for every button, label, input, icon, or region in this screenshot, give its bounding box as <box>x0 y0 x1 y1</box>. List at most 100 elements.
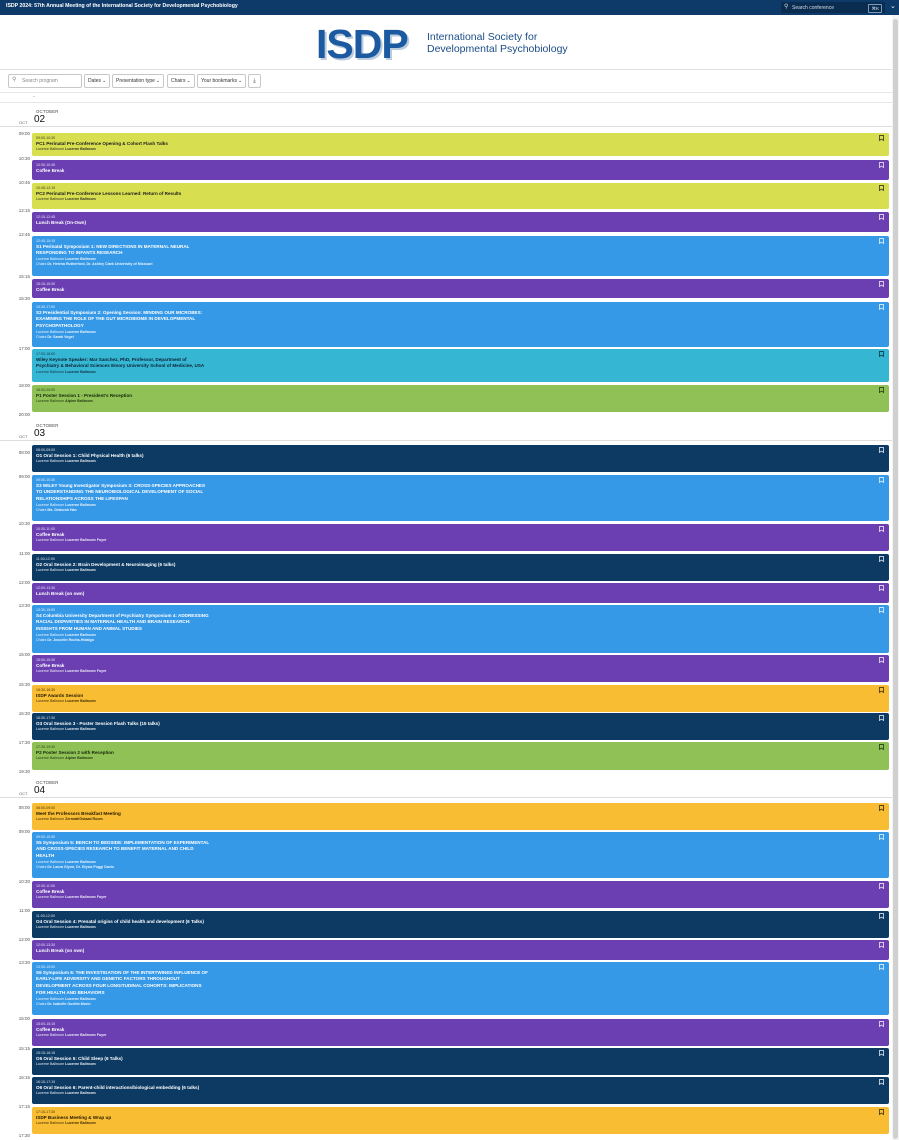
session-title[interactable]: S3 WILEY Young Investigator Symposium 3:… <box>36 482 206 502</box>
session-title[interactable]: P1 Poster Session 1 - President's Recept… <box>36 392 133 398</box>
session-card[interactable]: 10:45-12:15 PC2 Perinatal Pre-Conference … <box>32 183 889 209</box>
bookmark-icon[interactable] <box>879 556 884 562</box>
session-title[interactable]: PC2 Perinatal Pre-Conference Lessons Lea… <box>36 190 182 196</box>
session-card[interactable]: 09:00-10:30 S3 WILEY Young Investigator S… <box>32 475 889 521</box>
bookmark-icon[interactable] <box>879 351 884 357</box>
session-title[interactable]: Coffee Break <box>36 286 65 292</box>
session-card[interactable]: 13:30-15:00 S6 Symposium 6: THE INVESTIGA… <box>32 962 889 1015</box>
session-card[interactable]: 12:00-13:30 Lunch Break (on own) <box>32 583 889 603</box>
bookmark-icon[interactable] <box>879 447 884 453</box>
session-card[interactable]: 15:30-16:30 ISDP Awards Session Lucerne Ba… <box>32 685 889 712</box>
bookmark-icon[interactable] <box>879 185 884 191</box>
session-card[interactable]: 15:00-15:15 Coffee Break Lucerne Ballroom … <box>32 1019 889 1046</box>
session-card[interactable]: 13:30-15:00 S4 Columbia University Depart… <box>32 605 889 653</box>
session-title[interactable]: O5 Oral Session 5: Child Sleep (6 Talks) <box>36 1055 123 1061</box>
session-title[interactable]: Coffee Break <box>36 1026 65 1032</box>
session-title[interactable]: O6 Oral Session 6: Parent-child interact… <box>36 1084 200 1090</box>
bookmark-icon[interactable] <box>879 1050 884 1056</box>
bookmark-icon[interactable] <box>879 913 884 919</box>
session-title[interactable]: Lunch Break (on own) <box>36 947 85 953</box>
session-card[interactable]: 10:30-10:45 Coffee Break <box>32 160 889 180</box>
download-icon[interactable]: ⤓ <box>248 74 261 88</box>
bookmark-icon[interactable] <box>879 942 884 948</box>
bookmark-icon[interactable] <box>879 607 884 613</box>
chairs-names[interactable]: Dr. Laura Glynn, Dr. Elysia Poggi Davis <box>47 864 114 869</box>
session-card[interactable]: 09:00-10:30 PC1 Perinatal Pre-Conference … <box>32 133 889 156</box>
bookmark-icon[interactable] <box>879 477 884 483</box>
session-card[interactable]: 12:00-13:30 Lunch Break (on own) <box>32 940 889 960</box>
bookmarks-dropdown[interactable]: Your bookmarks⌄ <box>197 74 247 88</box>
session-card[interactable]: 17:15-17:30 ISDP Business Meeting & Wrap … <box>32 1107 889 1134</box>
session-title[interactable]: S5 Symposium 5: BENCH TO BEDSIDE: IMPLEM… <box>36 839 210 859</box>
session-card[interactable]: 15:00-15:30 Coffee Break Lucerne Ballroom … <box>32 655 889 682</box>
bookmark-icon[interactable] <box>879 883 884 889</box>
bookmark-icon[interactable] <box>879 964 884 970</box>
session-card[interactable]: 08:00-09:00 O1 Oral Session 1: Child Phys… <box>32 445 889 472</box>
scrollbar[interactable] <box>892 15 899 1140</box>
bookmark-icon[interactable] <box>879 585 884 591</box>
bookmark-icon[interactable] <box>879 281 884 287</box>
session-card[interactable]: 09:00-10:30 S5 Symposium 5: BENCH TO BEDS… <box>32 832 889 878</box>
session-card[interactable]: 12:15-12:45 Lunch Break (On-Own) <box>32 212 889 232</box>
session-title[interactable]: PC1 Perinatal Pre-Conference Opening & C… <box>36 140 168 146</box>
session-title[interactable]: Lunch Break (on own) <box>36 590 85 596</box>
session-card[interactable]: 15:15-16:15 O5 Oral Session 5: Child Slee… <box>32 1048 889 1075</box>
session-card[interactable]: 10:30-11:00 Coffee Break Lucerne Ballroom … <box>32 881 889 908</box>
session-title[interactable]: Meet the Professors Breakfast Meeting <box>36 810 121 816</box>
session-card[interactable]: 08:00-09:00 Meet the Professors Breakfast… <box>32 803 889 830</box>
session-title[interactable]: S2 Presidential Symposium 2: Opening Ses… <box>36 309 203 329</box>
session-card[interactable]: 11:00-12:00 O2 Oral Session 2: Brain Deve… <box>32 554 889 581</box>
session-title[interactable]: O2 Oral Session 2: Brain Development & N… <box>36 561 176 567</box>
bookmark-icon[interactable] <box>879 834 884 840</box>
bookmark-icon[interactable] <box>879 214 884 220</box>
bookmark-icon[interactable] <box>879 657 884 663</box>
session-title[interactable]: Coffee Break <box>36 888 65 894</box>
bookmark-icon[interactable] <box>879 805 884 811</box>
session-card[interactable]: 17:00-18:00 Wiley Keynote Speaker: Mar Sa… <box>32 349 889 382</box>
session-card[interactable]: 12:45-15:15 S1 Perinatal Symposium 1: NEW… <box>32 236 889 276</box>
bookmark-icon[interactable] <box>879 687 884 693</box>
bookmark-icon[interactable] <box>879 744 884 750</box>
scrollbar-thumb[interactable] <box>893 19 898 1139</box>
conference-search[interactable]: ⚲ Search conference ⌘K <box>781 2 885 13</box>
chairs-dropdown[interactable]: Chairs⌄ <box>167 74 195 88</box>
bookmark-icon[interactable] <box>879 715 884 721</box>
chairs-names[interactable]: Dr. Joscelin Rocha-Hidalgo <box>47 637 94 642</box>
session-card[interactable]: 15:15-15:30 Coffee Break <box>32 279 889 298</box>
bookmark-icon[interactable] <box>879 1109 884 1115</box>
chairs-names[interactable]: Dr. Sarah Vogel <box>47 334 74 339</box>
chairs-names[interactable]: Ms. Deborah Han <box>47 507 77 512</box>
session-title[interactable]: O1 Oral Session 1: Child Physical Health… <box>36 452 144 458</box>
session-title[interactable]: Coffee Break <box>36 662 65 668</box>
session-card[interactable]: 10:30-11:00 Coffee Break Lucerne Ballroom … <box>32 524 889 551</box>
session-card[interactable]: 15:30-17:00 S2 Presidential Symposium 2: … <box>32 302 889 347</box>
chairs-names[interactable]: Dr. Helena Rutherford, Dr. Ashley Clark … <box>47 262 153 267</box>
conference-title[interactable]: ISDP 2024: 57th Annual Meeting of the In… <box>6 3 238 9</box>
bookmark-icon[interactable] <box>879 526 884 532</box>
session-title[interactable]: O4 Oral Session 4: Prenatal origins of c… <box>36 918 204 924</box>
program-search-input[interactable]: ⚲ Search program <box>8 74 82 88</box>
session-card[interactable]: 18:00-20:00 P1 Poster Session 1 - Preside… <box>32 385 889 412</box>
session-title[interactable]: S4 Columbia University Department of Psy… <box>36 612 209 632</box>
chairs-names[interactable]: Dr. Isabelle Ouellet-Morin <box>47 1001 91 1006</box>
conference-search-placeholder[interactable]: Search conference <box>792 5 834 11</box>
session-card[interactable]: 16:15-17:15 O6 Oral Session 6: Parent-chi… <box>32 1077 889 1104</box>
bookmark-icon[interactable] <box>879 162 884 168</box>
isdp-logo[interactable]: ISDP International Society for Developme… <box>316 24 586 65</box>
dates-dropdown[interactable]: Dates⌄ <box>84 74 111 88</box>
session-title[interactable]: Lunch Break (On-Own) <box>36 219 87 225</box>
bookmark-icon[interactable] <box>879 1021 884 1027</box>
bookmark-icon[interactable] <box>879 238 884 244</box>
session-card[interactable]: 11:00-12:00 O4 Oral Session 4: Prenatal o… <box>32 911 889 938</box>
session-title[interactable]: ISDP Business Meeting & Wrap up <box>36 1114 112 1120</box>
session-card[interactable]: 17:30-19:30 P2 Poster Session 2 with Rece… <box>32 742 889 770</box>
session-title[interactable]: S6 Symposium 6: THE INVESTIGATION OF THE… <box>36 969 208 995</box>
bookmark-icon[interactable] <box>879 135 884 141</box>
chevron-down-icon[interactable]: ⌄ <box>890 3 896 10</box>
session-title[interactable]: P2 Poster Session 2 with Reception <box>36 749 114 755</box>
bookmark-icon[interactable] <box>879 1079 884 1085</box>
session-card[interactable]: 16:30-17:30 O3 Oral Session 3 - Poster Se… <box>32 713 889 740</box>
session-title[interactable]: O3 Oral Session 3 - Poster Session Flash… <box>36 720 160 726</box>
session-title[interactable]: Coffee Break <box>36 167 65 173</box>
bookmark-icon[interactable] <box>879 387 884 393</box>
